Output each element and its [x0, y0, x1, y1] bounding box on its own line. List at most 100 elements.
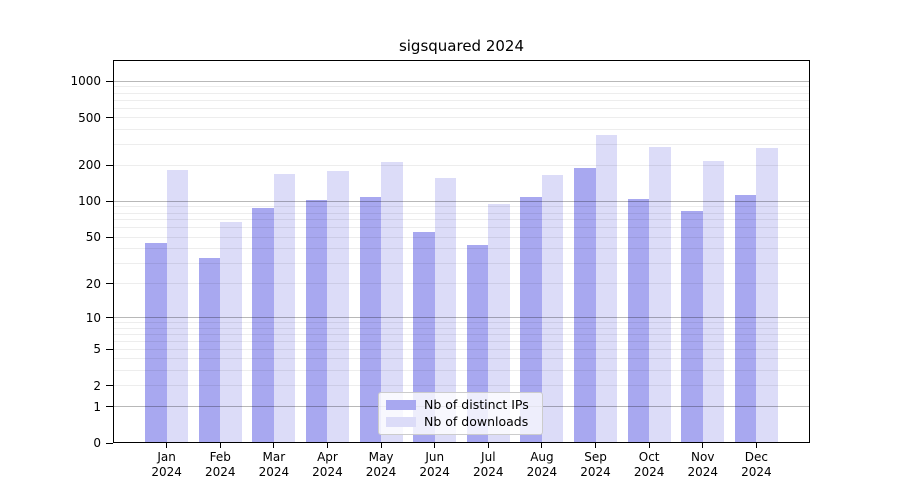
x-axis-tick-mark: [380, 443, 382, 448]
x-axis-tick-label: Sep 2024: [580, 450, 611, 479]
legend-item-downloads: Nb of downloads: [386, 414, 534, 430]
x-axis-tick-mark: [434, 443, 436, 448]
chart-title: sigsquared 2024: [398, 37, 525, 55]
bar-mar-downloads: [273, 173, 296, 442]
bar-nov-ips: [681, 211, 703, 442]
legend-label-downloads: Nb of downloads: [424, 414, 529, 430]
x-axis-tick-label: Oct 2024: [633, 450, 665, 479]
x-axis-tick-mark: [487, 443, 489, 448]
y-axis-tick-label: 50: [85, 230, 101, 245]
x-axis-tick-label: Mar 2024: [258, 450, 290, 479]
bar-aug-downloads: [541, 175, 564, 442]
bar-nov-downloads: [702, 160, 725, 442]
y-gridline-minor: [114, 283, 809, 285]
y-gridline-minor: [114, 327, 809, 329]
bar-oct-downloads: [649, 146, 671, 442]
y-gridline-minor: [114, 340, 809, 342]
legend-swatch-downloads: [386, 417, 416, 428]
y-gridline-minor: [114, 322, 809, 323]
bar-oct-ips: [627, 198, 650, 442]
bar-feb-ips: [198, 258, 221, 442]
y-gridline-minor: [114, 348, 809, 350]
y-gridline-major: [114, 200, 809, 202]
y-gridline-major: [114, 317, 809, 318]
bar-may-downloads: [381, 161, 403, 442]
y-axis-tick-label: 200: [78, 158, 101, 173]
y-axis-tick-mark: [106, 117, 113, 119]
bar-may-ips: [359, 197, 382, 442]
bar-apr-ips: [305, 199, 328, 442]
x-axis-tick-label: Jun 2024: [419, 450, 450, 479]
bar-dec-downloads: [756, 148, 778, 442]
x-axis-tick-label: Jan 2024: [151, 450, 182, 479]
y-gridline-minor: [114, 86, 809, 88]
y-gridline-minor: [114, 164, 809, 166]
x-axis-tick-label: Apr 2024: [312, 450, 343, 479]
bar-jul-downloads: [488, 204, 510, 442]
x-axis-tick-mark: [326, 443, 328, 448]
x-axis-tick-mark: [273, 443, 275, 448]
y-axis-tick-mark: [106, 442, 113, 444]
y-gridline-minor: [114, 262, 809, 264]
y-axis-tick-label: 20: [85, 276, 101, 291]
bar-sep-downloads: [595, 135, 618, 442]
y-axis-tick-mark: [106, 317, 113, 318]
y-axis-tick-label: 1: [93, 399, 101, 414]
bar-jan-downloads: [166, 169, 189, 442]
x-axis-tick-label: Dec 2024: [741, 450, 772, 479]
x-axis-tick-label: Aug 2024: [526, 450, 558, 479]
bar-jun-ips: [413, 232, 435, 442]
y-axis-tick-mark: [106, 406, 113, 408]
y-axis-tick-label: 10: [85, 310, 101, 325]
y-gridline-minor: [114, 143, 809, 145]
y-axis-tick-label: 2: [93, 378, 101, 393]
y-gridline-minor: [114, 333, 809, 335]
y-axis-tick-mark: [106, 236, 113, 238]
x-axis-tick-mark: [595, 443, 597, 448]
x-axis-tick-label: May 2024: [365, 450, 397, 479]
y-axis-tick-mark: [106, 283, 113, 285]
x-axis-tick-mark: [541, 443, 543, 448]
y-axis-tick-label: 0: [93, 436, 101, 450]
y-gridline-minor: [114, 219, 809, 221]
y-axis-tick-label: 5: [93, 342, 101, 357]
y-axis-tick-mark: [106, 348, 113, 350]
bar-jan-ips: [145, 242, 167, 442]
y-gridline-minor: [114, 128, 809, 130]
y-gridline-minor: [114, 227, 809, 229]
y-axis-tick-mark: [106, 200, 113, 202]
x-axis-tick-mark: [755, 443, 757, 448]
x-axis-tick-label: Jul 2024: [473, 450, 504, 479]
y-gridline-minor: [114, 385, 809, 386]
x-axis-tick-mark: [702, 443, 704, 448]
x-axis-tick-mark: [166, 443, 168, 448]
bar-dec-ips: [734, 195, 757, 442]
y-gridline-minor: [114, 99, 809, 101]
y-gridline-minor: [114, 212, 809, 214]
x-axis-tick-mark: [648, 443, 650, 448]
y-axis-tick-label: 500: [78, 110, 101, 125]
legend-swatch-distinct-ips: [386, 399, 416, 410]
bar-jun-downloads: [434, 177, 457, 442]
bar-sep-ips: [574, 168, 596, 442]
y-gridline-minor: [114, 206, 809, 208]
y-axis-tick-mark: [106, 164, 113, 166]
y-gridline-minor: [114, 369, 809, 371]
x-axis-tick-label: Feb 2024: [204, 450, 236, 479]
y-gridline-minor: [114, 117, 809, 119]
y-gridline-minor: [114, 92, 809, 94]
y-gridline-minor: [114, 248, 809, 250]
x-axis-tick-label: Nov 2024: [687, 450, 719, 479]
y-gridline-minor: [114, 107, 809, 109]
bar-apr-downloads: [327, 171, 349, 442]
legend-label-distinct-ips: Nb of distinct IPs: [424, 396, 529, 412]
bar-feb-downloads: [220, 222, 242, 442]
bar-mar-ips: [252, 207, 274, 442]
y-gridline-major: [114, 80, 809, 82]
y-axis-tick-label: 1000: [70, 74, 101, 89]
y-axis-tick-mark: [106, 385, 113, 386]
y-axis-tick-label: 100: [78, 194, 101, 209]
y-gridline-minor: [114, 236, 809, 238]
y-gridline-minor: [114, 358, 809, 360]
